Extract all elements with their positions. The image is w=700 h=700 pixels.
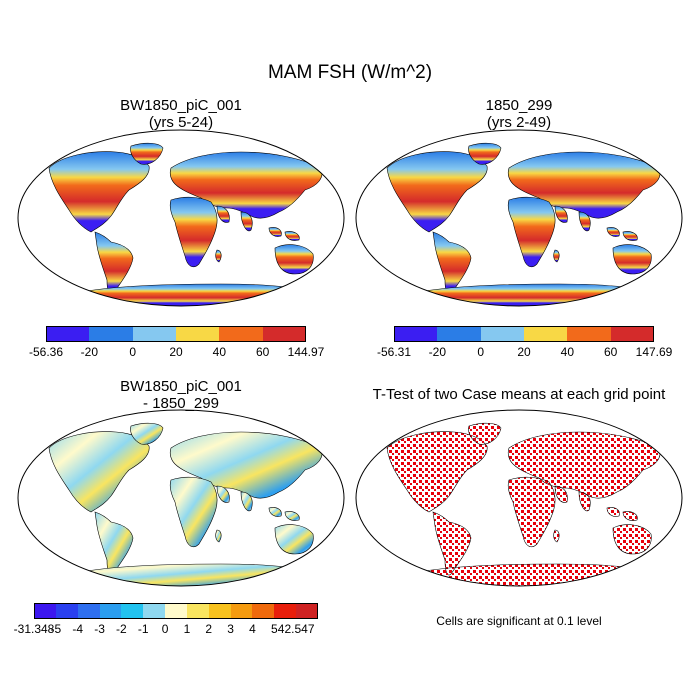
colorbar-tick-label: 20 — [517, 345, 531, 359]
colorbar-swatch — [219, 326, 263, 342]
colorbar-tick-label: 60 — [603, 345, 618, 359]
colorbar-tick-label: 144.97 — [287, 345, 325, 359]
panel-1-title-line1: BW1850_piC_001 — [120, 97, 242, 114]
colorbar-tick-label: 20 — [169, 345, 183, 359]
colorbar-tick-label: 3 — [227, 622, 234, 636]
panel-2-map — [355, 129, 683, 307]
colorbar-tick-label: 0 — [161, 622, 169, 636]
colorbar-swatch — [55, 603, 78, 619]
colorbar-tick-label: 60 — [255, 345, 270, 359]
panel-1-title-line2: (yrs 5-24) — [148, 114, 214, 131]
panel-3-map — [17, 409, 345, 587]
colorbar-swatch — [252, 603, 275, 619]
colorbar-swatch — [34, 603, 56, 619]
colorbar-swatch — [610, 326, 654, 342]
colorbar-frame — [394, 326, 654, 342]
colorbar-swatch — [99, 603, 122, 619]
colorbar-swatch — [567, 326, 611, 342]
colorbar-tick-label: -20 — [80, 345, 98, 359]
colorbar-tick-label: -5 — [50, 622, 62, 636]
colorbar-swatch — [77, 603, 100, 619]
colorbar-swatch — [208, 603, 231, 619]
panel-4-title: T-Test of two Case means at each grid po… — [372, 386, 666, 403]
colorbar-swatch — [186, 603, 209, 619]
colorbar-swatch — [480, 326, 524, 342]
colorbar-swatch — [394, 326, 438, 342]
panel-2-title: 1850_299 (yrs 2-49) — [354, 97, 684, 131]
colorbar-swatch — [132, 326, 176, 342]
colorbar-swatch — [121, 603, 144, 619]
colorbar-tick-label: 40 — [560, 345, 575, 359]
colorbar-tick-label: 5 — [270, 622, 278, 636]
colorbar-tick-label: -4 — [72, 622, 84, 636]
colorbar-tick-label: 1 — [183, 622, 191, 636]
colorbar-tick-label: 42.547 — [277, 622, 315, 636]
colorbar-swatch — [524, 326, 568, 342]
colorbar-tick-label: 147.69 — [635, 345, 673, 359]
colorbar-tick-label: -56.36 — [28, 345, 64, 359]
panel-1-title: BW1850_piC_001 (yrs 5-24) — [16, 97, 346, 131]
colorbar-swatch — [262, 326, 306, 342]
colorbar-frame — [46, 326, 306, 342]
colorbar-tick-label: -20 — [428, 345, 446, 359]
colorbar-swatch — [89, 326, 133, 342]
colorbar-tick-label: 2 — [205, 622, 213, 636]
panel-1-colorbar: -56.36 -20 0 20 40 60 144.97 — [29, 326, 324, 359]
panel-2-title-line2: (yrs 2-49) — [486, 114, 552, 131]
colorbar-swatch — [165, 603, 187, 619]
panel-2-title-line1: 1850_299 — [485, 97, 553, 114]
colorbar-tick-label: -31.348 — [13, 622, 55, 636]
panel-2-colorbar: -56.31 -20 0 20 40 60 147.69 — [377, 326, 672, 359]
significance-note: Cells are significant at 0.1 level — [436, 614, 602, 628]
figure-title: MAM FSH (W/m^2) — [267, 62, 433, 83]
panel-1-map — [17, 129, 345, 307]
colorbar-swatch — [296, 603, 318, 619]
colorbar-swatch — [176, 326, 220, 342]
colorbar-tick-label: 0 — [477, 345, 484, 359]
panel-4-map — [355, 409, 683, 587]
colorbar-frame — [34, 603, 318, 619]
colorbar-tick-label: 4 — [249, 622, 256, 636]
colorbar-tick-label: 0 — [129, 345, 136, 359]
colorbar-swatch — [230, 603, 253, 619]
colorbar-tick-label: -3 — [94, 622, 105, 636]
colorbar-swatch — [274, 603, 297, 619]
colorbar-tick-label: -2 — [116, 622, 127, 636]
panel-3-colorbar: -31.348 -5 -4 -3 -2 -1 0 1 2 3 4 5 42.547 — [14, 603, 318, 636]
panel-3-title-line2: - 1850_299 — [143, 395, 219, 412]
panel-3-title-line1: BW1850_piC_001 — [120, 378, 242, 395]
colorbar-tick-label: -1 — [137, 622, 149, 636]
colorbar-swatch — [143, 603, 166, 619]
colorbar-tick-label: -56.31 — [376, 345, 412, 359]
colorbar-tick-label: 40 — [212, 345, 227, 359]
colorbar-swatch — [46, 326, 90, 342]
panel-3-title: BW1850_piC_001 - 1850_299 — [16, 378, 346, 412]
colorbar-swatch — [437, 326, 481, 342]
